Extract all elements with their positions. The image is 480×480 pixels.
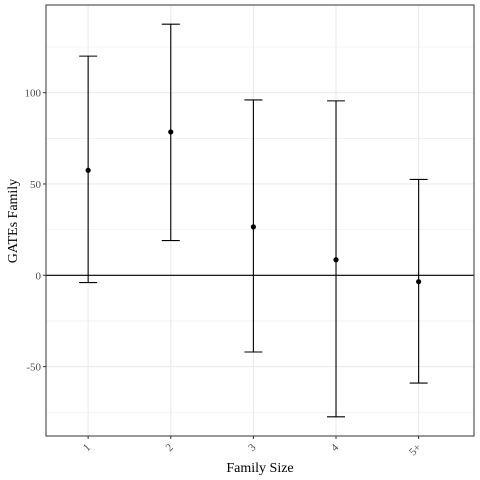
grid-minor — [46, 46, 474, 413]
x-tick-label: 2 — [164, 442, 176, 454]
point-estimate — [168, 129, 174, 135]
point-estimate — [85, 167, 91, 173]
point-estimate — [416, 279, 422, 285]
y-axis-title: GATEs Family — [6, 179, 21, 263]
x-tick-label: 4 — [329, 441, 342, 454]
point-estimate — [333, 257, 339, 263]
plot-panel — [46, 5, 474, 436]
y-tick-label: -50 — [26, 362, 41, 374]
error-bar-marks — [79, 23, 428, 418]
y-axis: -50 0 50 100 — [25, 88, 46, 374]
y-tick-label: 100 — [25, 88, 42, 100]
x-axis-title: Family Size — [226, 461, 293, 476]
point-estimate — [250, 224, 256, 230]
panel-border — [45, 4, 475, 437]
x-axis: 1 2 3 4 5+ — [81, 436, 424, 458]
y-tick-label: 0 — [36, 270, 42, 282]
x-tick-label: 3 — [246, 441, 259, 454]
x-tick-label: 5+ — [407, 442, 424, 459]
x-tick-label: 1 — [81, 442, 93, 454]
y-tick-label: 50 — [30, 179, 42, 191]
